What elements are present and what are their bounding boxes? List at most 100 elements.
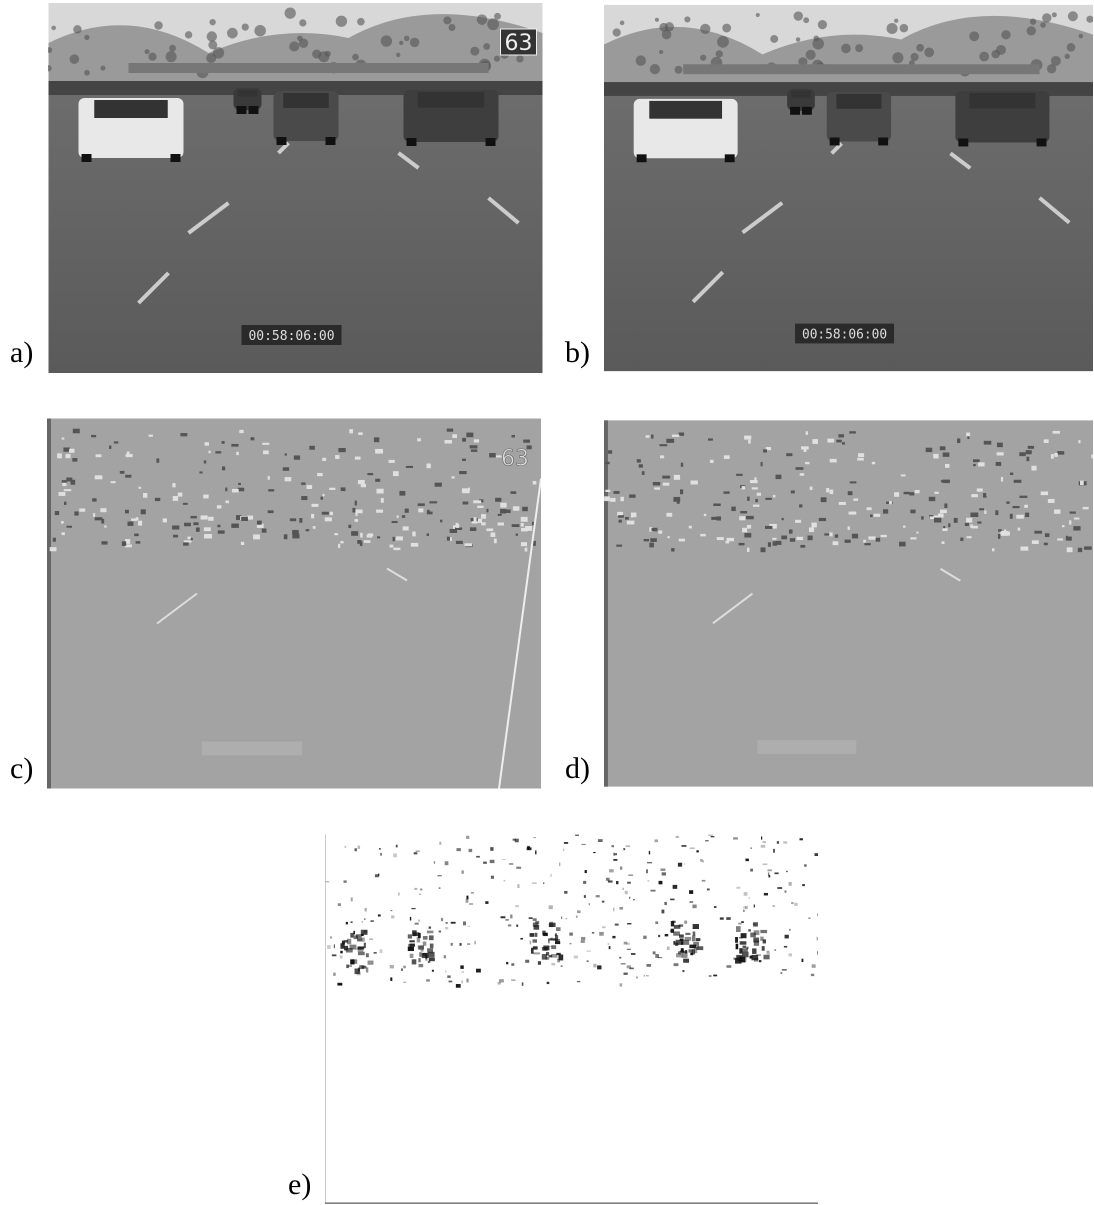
edge [101,541,107,544]
edge [608,450,612,453]
edge [253,534,260,539]
edge [334,533,338,535]
edge [257,521,262,525]
speck [726,917,731,920]
speck [690,848,695,849]
speck [451,943,453,946]
speck [529,917,533,919]
edge [742,528,747,533]
speck [767,953,771,955]
speck [439,842,441,845]
edge [381,451,383,453]
edge [921,516,924,519]
edge [163,518,167,522]
speck [681,845,686,847]
edge [997,443,1003,448]
edge [474,517,477,522]
edge [513,506,519,510]
brush [841,44,851,54]
speck [403,982,406,983]
edge [610,498,615,502]
speck [422,953,429,958]
edge [747,548,749,552]
edge [864,543,870,545]
speck [351,897,353,901]
edge [744,533,751,538]
speck [466,836,469,839]
edge [736,474,743,476]
speck [437,875,442,876]
speck [609,869,614,872]
speck [696,850,698,852]
brush [208,40,217,49]
edge [804,449,807,452]
brush [352,54,359,61]
edge [96,454,102,457]
speck [364,919,366,920]
image: 63 [47,418,541,789]
edge [66,526,72,528]
edge [516,534,518,536]
edge [217,525,220,528]
speck [350,933,353,938]
speck [606,878,610,881]
edge [196,527,200,531]
edge [141,509,146,514]
speck [413,932,419,936]
edge [322,458,326,461]
brush [1067,43,1076,52]
edge [217,505,222,508]
speck [393,854,397,858]
edge [938,513,944,517]
edge [744,436,751,440]
edge [772,538,776,540]
edge [193,522,198,525]
edge [427,533,429,536]
edge [474,439,479,442]
edge [943,452,950,456]
speck [517,884,519,888]
speck [817,913,818,916]
speck [587,960,589,962]
speck [533,952,540,954]
speck [553,938,556,940]
edge [604,496,610,501]
speck [333,973,335,976]
edge [672,435,679,437]
edge [801,446,809,449]
speck [364,943,366,948]
speck [684,863,685,864]
speck [738,923,741,925]
edge [652,528,658,531]
edge [845,540,851,543]
brush [404,36,410,42]
edge [716,516,721,520]
edge [849,512,857,515]
brush [477,14,488,25]
edge [429,501,437,503]
speck [624,942,628,945]
brush [227,28,238,39]
brush [242,23,249,30]
edge [1019,496,1027,498]
speck [346,922,348,925]
edge [498,514,502,516]
speck [619,957,621,959]
edge [128,521,134,525]
edge [857,458,864,461]
speck [671,929,674,933]
edge [889,501,892,504]
edge [620,497,624,501]
edge [190,516,196,518]
brush [803,17,809,23]
wheel [249,106,259,114]
edge [335,455,339,459]
edge [619,520,622,523]
edge [977,521,981,523]
speck [773,849,775,853]
edge [1001,477,1003,481]
speck [693,924,699,929]
speck [750,933,756,938]
speck [380,853,381,856]
brush [399,41,403,45]
